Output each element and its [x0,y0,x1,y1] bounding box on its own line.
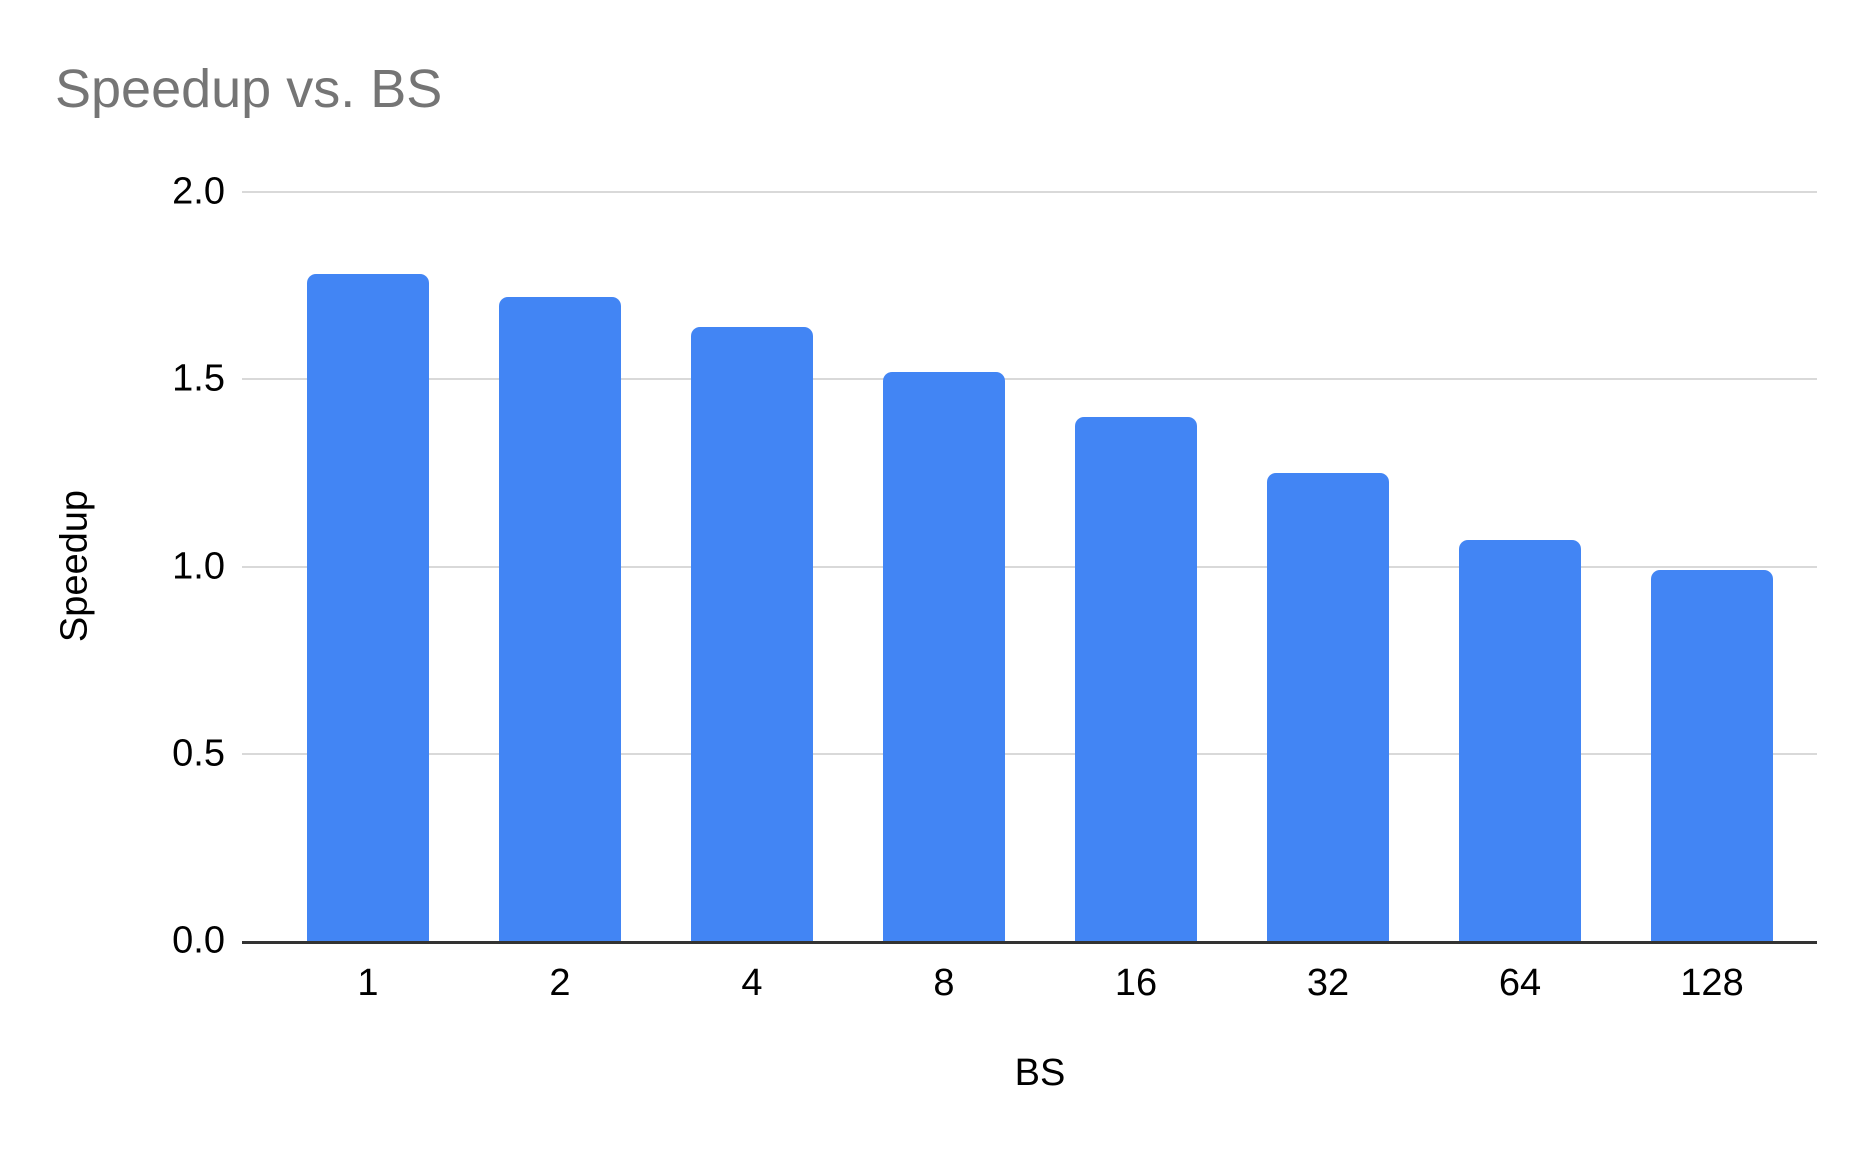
bar-bs-1 [307,274,429,941]
bar-bs-8 [883,371,1005,941]
y-tick-label: 0.0 [172,919,225,962]
x-tick-label: 64 [1498,962,1542,1004]
bar-bs-4 [691,326,813,941]
gridline [242,378,1817,381]
bar-bs-16 [1075,416,1197,941]
gridline [242,191,1817,193]
chart-title: Speedup vs. BS [55,59,443,119]
x-tick-label: 16 [1114,962,1158,1004]
gridline [242,565,1817,568]
x-tick-label: 32 [1306,962,1350,1004]
gridline [242,752,1817,755]
plot-area [242,191,1817,944]
bar-bs-32 [1267,472,1389,941]
y-tick-label: 1.5 [172,357,225,400]
x-tick-label: 128 [1680,962,1744,1004]
bar-bs-64 [1459,540,1581,941]
x-axis-title: BS [1014,1052,1066,1094]
bar-bs-2 [499,296,621,941]
x-tick-label: 1 [357,962,379,1004]
y-tick-label: 1.0 [172,545,225,587]
y-tick-label: 0.5 [172,732,225,775]
y-tick-label: 2.0 [172,170,225,213]
x-tick-label: 2 [549,962,571,1004]
bar-bs-128 [1651,570,1773,941]
x-tick-label: 4 [741,962,763,1004]
x-tick-label: 8 [933,962,955,1004]
